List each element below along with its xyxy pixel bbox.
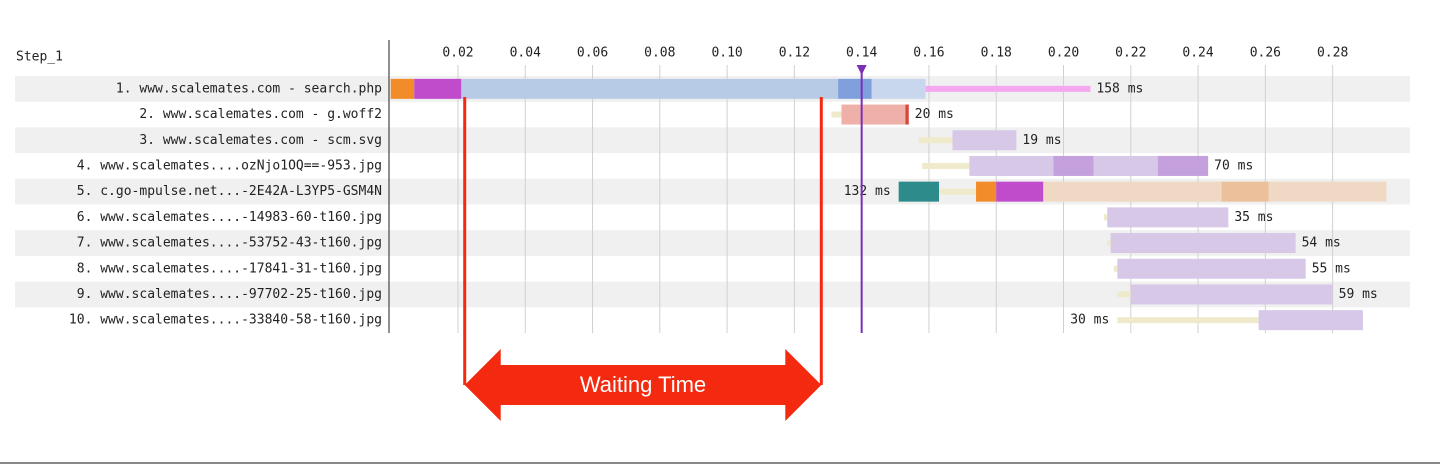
- request-segment: [1043, 181, 1222, 202]
- request-segment: [1110, 233, 1296, 254]
- request-segment: [1093, 155, 1158, 176]
- duration-label: 59 ms: [1339, 287, 1378, 302]
- request-segment: [996, 181, 1044, 202]
- x-tick-label: 0.02: [442, 46, 473, 61]
- x-tick-label: 0.14: [846, 46, 877, 61]
- duration-label: 20 ms: [915, 107, 954, 122]
- request-segment: [1258, 310, 1363, 331]
- row-label: 10. www.scalemates....-33840-58-t160.jpg: [69, 313, 382, 328]
- request-segment: [939, 188, 977, 195]
- duration-label: 19 ms: [1022, 133, 1061, 148]
- row-label: 5. c.go-mpulse.net...-2E42A-L3YP5-GSM4N: [77, 184, 382, 199]
- annotation-text: Waiting Time: [580, 372, 706, 397]
- request-segment: [976, 181, 997, 202]
- request-segment: [905, 104, 909, 125]
- event-marker-head: [856, 65, 867, 75]
- duration-label: 158 ms: [1096, 81, 1143, 96]
- x-tick-label: 0.16: [913, 46, 944, 61]
- x-tick-label: 0.10: [711, 46, 742, 61]
- x-tick-label: 0.04: [510, 46, 541, 61]
- x-tick-label: 0.12: [779, 46, 810, 61]
- row-label: 3. www.scalemates.com - scm.svg: [139, 133, 382, 148]
- request-segment: [1053, 155, 1094, 176]
- request-segment: [1130, 284, 1333, 305]
- duration-label: 55 ms: [1312, 261, 1351, 276]
- row-label: 4. www.scalemates....ozNjo1OQ==-953.jpg: [77, 158, 382, 173]
- duration-label: 54 ms: [1302, 236, 1341, 251]
- request-segment: [871, 78, 926, 99]
- request-segment: [969, 155, 1054, 176]
- request-segment: [1107, 207, 1229, 228]
- x-tick-label: 0.08: [644, 46, 675, 61]
- duration-label: 35 ms: [1234, 210, 1273, 225]
- x-tick-label: 0.24: [1182, 46, 1213, 61]
- request-segment: [1221, 181, 1269, 202]
- x-tick-label: 0.26: [1250, 46, 1281, 61]
- request-segment: [841, 104, 906, 125]
- row-label: 7. www.scalemates....-53752-43-t160.jpg: [77, 236, 382, 251]
- row-band: [15, 127, 1410, 154]
- request-segment: [922, 162, 970, 169]
- request-segment: [1113, 265, 1118, 272]
- request-segment: [952, 130, 1017, 151]
- request-segment: [390, 78, 415, 99]
- x-tick-label: 0.20: [1048, 46, 1079, 61]
- request-segment: [1157, 155, 1209, 176]
- duration-label: 30 ms: [1070, 313, 1109, 328]
- duration-label: 70 ms: [1214, 158, 1253, 173]
- duration-label: 132 ms: [844, 184, 891, 199]
- request-segment: [925, 85, 1091, 92]
- request-segment: [1103, 214, 1108, 221]
- row-label: 9. www.scalemates....-97702-25-t160.jpg: [77, 287, 382, 302]
- request-segment: [414, 78, 462, 99]
- row-label: 2. www.scalemates.com - g.woff2: [139, 107, 382, 122]
- request-segment: [1117, 291, 1131, 298]
- request-segment: [838, 78, 872, 99]
- request-segment: [1117, 317, 1259, 324]
- request-segment: [461, 78, 839, 99]
- x-tick-label: 0.18: [981, 46, 1012, 61]
- double-arrow: [464, 349, 822, 421]
- x-tick-label: 0.06: [577, 46, 608, 61]
- request-segment: [1107, 240, 1111, 247]
- request-segment: [831, 111, 842, 118]
- request-segment: [1117, 258, 1306, 279]
- request-segment: [918, 137, 953, 144]
- x-tick-label: 0.22: [1115, 46, 1146, 61]
- request-segment: [1268, 181, 1387, 202]
- request-segment: [898, 181, 940, 202]
- row-label: 6. www.scalemates....-14983-60-t160.jpg: [77, 210, 382, 225]
- row-label: 8. www.scalemates....-17841-31-t160.jpg: [77, 261, 382, 276]
- x-tick-label: 0.28: [1317, 46, 1348, 61]
- chart-title: Step_1: [16, 50, 63, 65]
- row-label: 1. www.scalemates.com - search.php: [116, 81, 382, 96]
